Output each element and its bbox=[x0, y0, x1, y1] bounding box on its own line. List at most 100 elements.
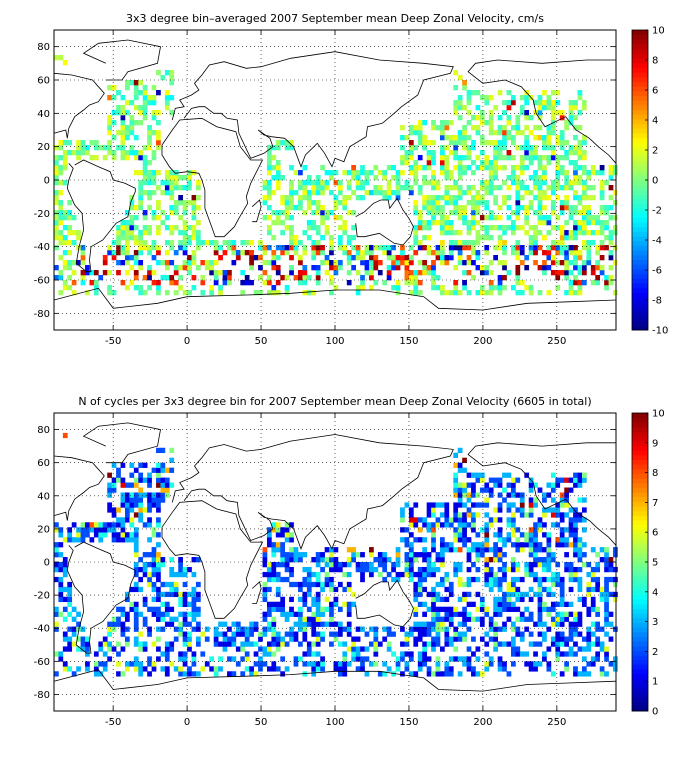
bin-cell bbox=[440, 135, 445, 141]
bin-cell bbox=[107, 507, 112, 513]
bin-cell bbox=[58, 290, 64, 296]
bin-cell bbox=[337, 240, 343, 246]
bin-cell bbox=[457, 105, 463, 111]
bin-cell bbox=[604, 596, 609, 603]
bin-cell bbox=[54, 245, 59, 251]
bin-cell bbox=[164, 482, 170, 488]
bin-cell bbox=[435, 671, 441, 677]
bin-cell bbox=[404, 571, 410, 578]
bin-cell bbox=[80, 527, 86, 533]
bin-cell bbox=[280, 557, 286, 563]
colorbar-swatch bbox=[632, 669, 648, 675]
bin-cell bbox=[218, 245, 223, 251]
bin-cell bbox=[506, 215, 512, 221]
bin-cell bbox=[408, 185, 414, 191]
bin-cell bbox=[422, 651, 427, 657]
bin-cell bbox=[351, 175, 357, 181]
bin-cell bbox=[568, 285, 574, 291]
bin-cell bbox=[147, 552, 152, 558]
bin-cell bbox=[133, 532, 139, 538]
bin-cell bbox=[573, 651, 578, 657]
bin-cell bbox=[453, 135, 459, 141]
bin-cell bbox=[537, 230, 543, 236]
bin-cell bbox=[98, 661, 104, 667]
bin-cell bbox=[147, 537, 152, 543]
bin-cell bbox=[271, 260, 277, 266]
bin-cell bbox=[564, 175, 569, 181]
bin-cell bbox=[58, 180, 64, 186]
bin-cell bbox=[475, 155, 481, 161]
bin-cell bbox=[457, 512, 463, 518]
bin-cell bbox=[329, 611, 334, 617]
bin-cell bbox=[369, 245, 374, 251]
bin-cell bbox=[515, 606, 521, 612]
coastline bbox=[467, 59, 617, 164]
bin-cell bbox=[613, 552, 618, 558]
bin-cell bbox=[493, 641, 498, 647]
bin-cell bbox=[93, 671, 99, 677]
bin-cell bbox=[599, 671, 605, 677]
bin-cell bbox=[142, 245, 148, 251]
bin-cell bbox=[120, 477, 126, 483]
bin-cell bbox=[160, 477, 166, 483]
bin-cell bbox=[346, 631, 352, 637]
bin-cell bbox=[315, 636, 321, 642]
bin-cell bbox=[479, 195, 485, 201]
bin-cell bbox=[417, 165, 423, 171]
bin-cell bbox=[502, 180, 507, 186]
bin-cell bbox=[555, 140, 561, 146]
bin-cell bbox=[457, 527, 463, 533]
bin-cell bbox=[568, 160, 574, 166]
bin-cell bbox=[231, 621, 237, 627]
bin-cell bbox=[262, 185, 268, 191]
bin-cell bbox=[573, 145, 578, 151]
bin-cell bbox=[457, 562, 463, 568]
bin-cell bbox=[120, 492, 126, 498]
bin-cell bbox=[510, 542, 516, 548]
bin-cell bbox=[124, 517, 130, 523]
bin-cell bbox=[173, 280, 179, 286]
bin-cell bbox=[533, 527, 538, 533]
bin-cell bbox=[462, 517, 467, 523]
bin-cell bbox=[169, 621, 175, 627]
bin-cell bbox=[58, 576, 64, 583]
bin-cell bbox=[462, 661, 467, 667]
bin-cell bbox=[550, 100, 556, 106]
bin-cell bbox=[320, 250, 325, 256]
bin-cell bbox=[156, 502, 161, 508]
bin-cell bbox=[138, 170, 144, 176]
bin-cell bbox=[156, 532, 161, 538]
bin-cell bbox=[435, 626, 441, 632]
colorbar-tick-label: -6 bbox=[652, 266, 662, 277]
bin-cell bbox=[306, 641, 312, 647]
bin-cell bbox=[568, 100, 574, 106]
colorbar-swatch bbox=[632, 100, 648, 106]
bin-cell bbox=[266, 641, 272, 647]
bin-cell bbox=[581, 185, 587, 191]
bin-cell bbox=[120, 606, 126, 612]
grid bbox=[54, 30, 616, 330]
bin-cell bbox=[284, 140, 290, 146]
bin-cell bbox=[604, 280, 609, 286]
bin-cell bbox=[164, 175, 170, 181]
bin-cell bbox=[515, 175, 521, 181]
bin-cell bbox=[422, 235, 427, 241]
bin-cell bbox=[133, 275, 139, 281]
bin-cell bbox=[395, 255, 401, 261]
bin-cell bbox=[227, 626, 232, 632]
bin-cell bbox=[431, 537, 436, 543]
bin-cell bbox=[471, 651, 476, 657]
bin-cell bbox=[537, 591, 543, 598]
bin-cell bbox=[479, 150, 485, 156]
bin-cell bbox=[337, 671, 343, 677]
bin-cell bbox=[173, 250, 179, 256]
bin-cell bbox=[577, 165, 583, 171]
bin-cell bbox=[568, 651, 574, 657]
bin-cell bbox=[133, 105, 139, 111]
bin-cell bbox=[67, 596, 73, 603]
bin-cell bbox=[320, 552, 325, 558]
bin-cell bbox=[373, 255, 379, 261]
bin-cell bbox=[116, 651, 121, 657]
bin-cell bbox=[311, 666, 317, 672]
bin-cell bbox=[573, 205, 578, 211]
